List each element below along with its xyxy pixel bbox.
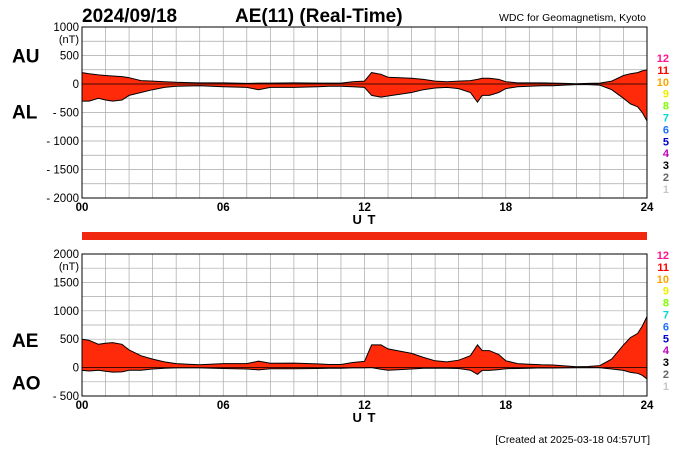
- x-tick-label: 00: [76, 202, 89, 214]
- grid: [82, 27, 647, 198]
- legend-item: 1: [663, 184, 669, 196]
- separator-bar: [82, 232, 647, 240]
- x-tick-label: 24: [641, 400, 654, 412]
- legend-item: 4: [663, 148, 670, 160]
- plot-frame: [81, 253, 648, 397]
- y-tick-label: 0: [73, 79, 79, 91]
- y-tick-label: - 500: [53, 108, 79, 120]
- y-tick-label: - 500: [53, 391, 79, 403]
- x-tick-label: 00: [76, 400, 89, 412]
- legend-item: 10: [657, 77, 669, 89]
- legend-item: 12: [657, 53, 669, 65]
- x-tick-label: 24: [641, 202, 654, 214]
- legend-item: 5: [663, 136, 669, 148]
- legend-item: 6: [663, 321, 669, 333]
- series-line-al: [82, 84, 648, 122]
- x-axis-label: U T: [353, 212, 377, 227]
- au-al-panel: 1000 500 0 - 500 - 1000 - 1500 - 2000 (nT) 00 06 1…: [12, 22, 654, 227]
- x-axis-label: U T: [353, 410, 377, 425]
- plot-frame: [81, 26, 648, 199]
- legend-item: 10: [657, 274, 669, 286]
- date-title: 2024/09/18: [82, 6, 177, 27]
- unit-label: (nT): [59, 261, 79, 273]
- y-tick-label: 1000: [53, 22, 79, 34]
- y-tick-label: - 1500: [46, 165, 79, 177]
- series-label-upper: AU: [12, 47, 39, 68]
- series-envelope-area: [82, 316, 647, 379]
- y-tick-label: - 1000: [46, 136, 79, 148]
- legend-item: 11: [657, 65, 669, 77]
- x-tick-label: 12: [358, 400, 371, 412]
- legend-item: 1: [663, 381, 669, 393]
- unit-label: (nT): [59, 34, 79, 46]
- y-tick-label: 1000: [53, 306, 79, 318]
- y-tick-label: - 2000: [46, 193, 79, 205]
- series-label-lower: AL: [12, 103, 38, 124]
- x-tick-label: 18: [499, 400, 512, 412]
- y-tick-label: 0: [73, 363, 79, 375]
- legend-item: 9: [663, 286, 669, 298]
- legend-item: 2: [663, 369, 669, 381]
- series-line-ae: [81, 316, 648, 368]
- legend-item: 11: [657, 262, 669, 274]
- legend-item: 12: [657, 250, 669, 262]
- y-tick-label: 500: [60, 334, 79, 346]
- legend-item: 7: [663, 310, 669, 322]
- legend-item: 4: [663, 345, 670, 357]
- y-tick-label: 2000: [53, 249, 79, 261]
- legend-item: 8: [663, 101, 669, 113]
- series-label-upper: AE: [12, 331, 38, 352]
- series-envelope-area: [82, 69, 647, 121]
- legend-item: 7: [663, 113, 669, 125]
- series-label-lower: AO: [12, 374, 41, 395]
- x-tick-label: 06: [217, 400, 230, 412]
- legend-item: 2: [663, 172, 669, 184]
- x-tick-label: 06: [217, 202, 230, 214]
- legend-item: 9: [663, 89, 669, 101]
- legend-item: 3: [663, 357, 669, 369]
- legend-item: 3: [663, 160, 669, 172]
- y-tick-label: 1500: [53, 277, 79, 289]
- legend-item: 8: [663, 298, 669, 310]
- ae-ao-panel: 2000 1500 1000 500 0 - 500 (nT) 00 06 12 18 24 U T AE…: [12, 249, 654, 425]
- chart-title: AE(11) (Real-Time): [235, 6, 403, 27]
- y-tick-label: 500: [60, 51, 79, 63]
- series-line-au: [81, 69, 648, 85]
- created-timestamp: [Created at 2025-03-18 04:57UT]: [495, 434, 650, 446]
- source-label: WDC for Geomagnetism, Kyoto: [499, 12, 646, 24]
- x-tick-label: 18: [499, 202, 512, 214]
- grid: [82, 254, 647, 396]
- x-tick-label: 12: [358, 202, 371, 214]
- legend-item: 6: [663, 124, 669, 136]
- legend-item: 5: [663, 333, 669, 345]
